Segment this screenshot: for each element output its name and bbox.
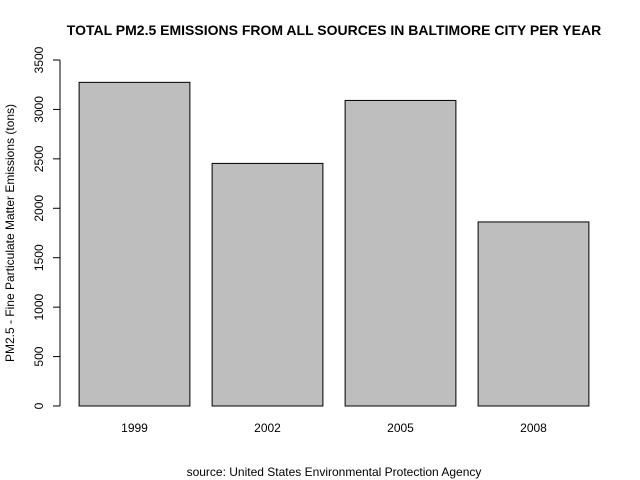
x-tick-label: 1999 — [121, 421, 148, 435]
chart-title: TOTAL PM2.5 EMISSIONS FROM ALL SOURCES I… — [67, 22, 601, 38]
x-axis-tick-labels: 1999 2002 2005 2008 — [121, 421, 547, 435]
y-tick-label: 0 — [32, 402, 46, 409]
y-tick-label: 1500 — [32, 244, 46, 271]
x-tick-label: 2008 — [520, 421, 547, 435]
x-axis-label: source: United States Environmental Prot… — [187, 465, 482, 479]
bar-2008 — [477, 221, 590, 407]
bars-group — [78, 81, 590, 407]
bar-2005 — [344, 99, 457, 407]
y-tick-label: 500 — [32, 346, 46, 366]
y-tick-label: 3000 — [32, 96, 46, 123]
bar-1999 — [78, 81, 191, 407]
y-axis: 0 500 1000 1500 2000 2500 3000 3500 — [32, 46, 61, 409]
y-tick-label: 3500 — [32, 46, 46, 73]
y-axis-label: PM2.5 - Fine Particulate Matter Emission… — [3, 104, 17, 362]
x-tick-label: 2005 — [387, 421, 414, 435]
y-tick-label: 2500 — [32, 145, 46, 172]
y-tick-label: 1000 — [32, 293, 46, 320]
y-tick-label: 2000 — [32, 195, 46, 222]
bar-2002 — [211, 162, 324, 407]
x-tick-label: 2002 — [254, 421, 281, 435]
